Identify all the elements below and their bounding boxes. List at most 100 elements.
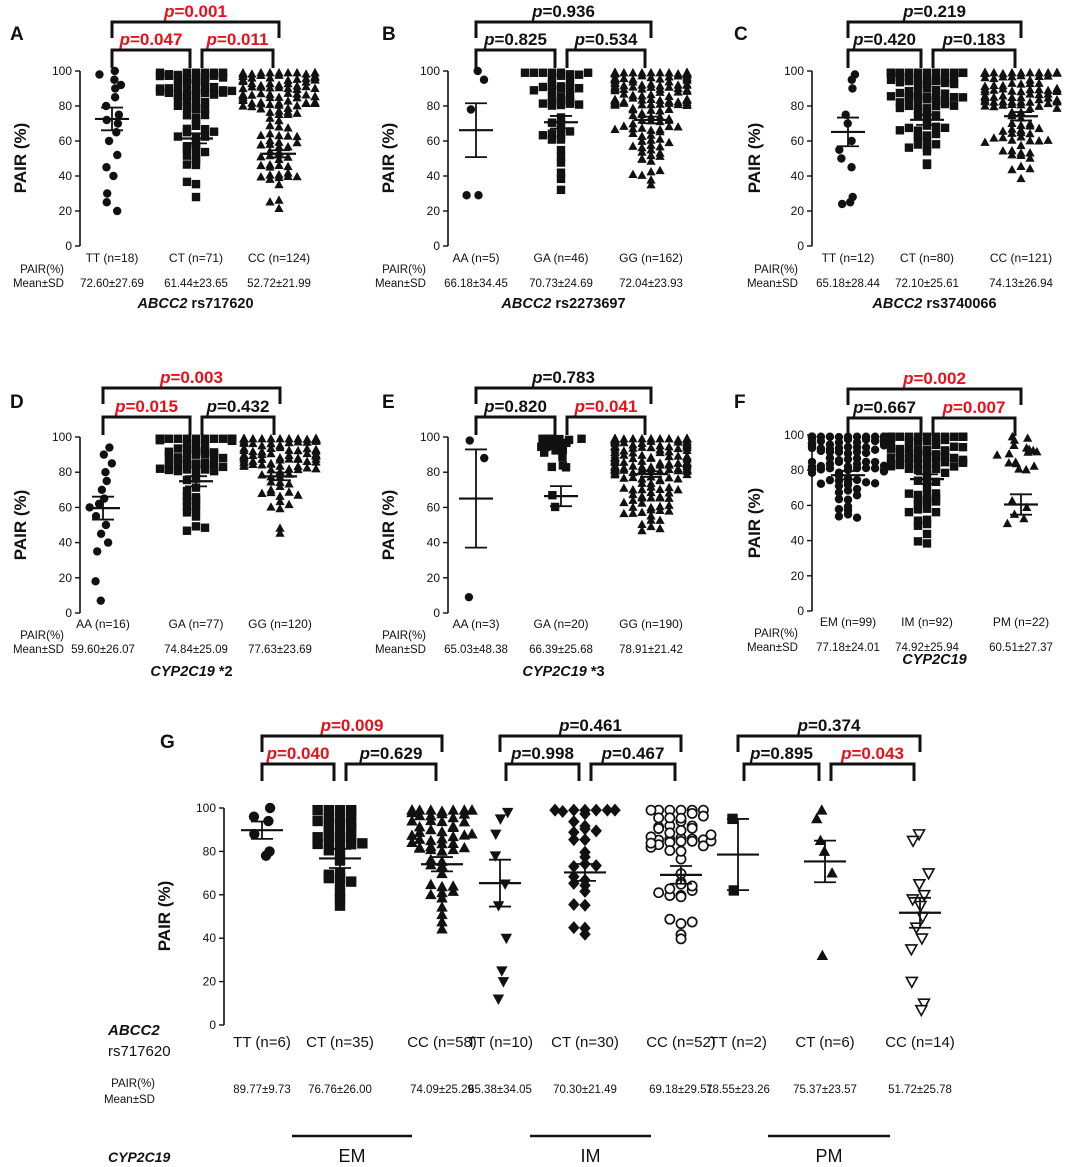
data-point (913, 75, 923, 84)
data-point (619, 437, 629, 447)
data-point (256, 172, 266, 181)
data-point (646, 145, 656, 154)
gene-name: CYP2C19 (150, 664, 214, 680)
data-point (922, 465, 932, 475)
data-point (628, 443, 638, 452)
data-point (989, 67, 999, 77)
data-point (425, 834, 437, 846)
category-label: PM (n=22) (993, 615, 1049, 629)
data-point (556, 158, 566, 167)
data-point (191, 522, 201, 531)
data-point (547, 85, 557, 95)
data-point (825, 440, 835, 449)
data-point (646, 82, 656, 91)
data-point (311, 433, 321, 443)
data-point (574, 100, 584, 109)
data-point (256, 70, 266, 80)
data-point (645, 837, 657, 849)
p-value: =0.783 (542, 368, 594, 387)
data-point (682, 452, 692, 462)
data-point (265, 73, 275, 82)
data-point (843, 449, 853, 458)
y-tick-label: 60 (427, 500, 441, 514)
data-point (686, 822, 698, 834)
data-point (266, 448, 276, 458)
data-point (283, 107, 293, 116)
category-label: TT (n=6) (233, 1034, 291, 1051)
data-point (646, 453, 656, 462)
data-point (1016, 120, 1026, 129)
data-point (274, 92, 284, 101)
data-point (915, 933, 929, 946)
data-point (628, 119, 638, 128)
row-variant-label: rs717620 (108, 1043, 171, 1060)
p-symbol: p (483, 30, 494, 49)
data-point (579, 845, 591, 859)
data-point (637, 70, 647, 80)
data-point (958, 442, 968, 452)
data-point (256, 82, 266, 91)
p-value: =0.629 (370, 744, 422, 763)
data-point (1007, 124, 1017, 133)
data-point (182, 449, 192, 459)
data-point (940, 452, 950, 462)
mean-sd-value: 65.38±34.05 (468, 1084, 532, 1096)
data-point (834, 488, 844, 497)
data-point (673, 99, 683, 109)
data-point (886, 75, 896, 85)
y-tick-label: 20 (59, 571, 73, 585)
data-point (447, 843, 459, 855)
data-point (895, 448, 905, 457)
data-point (182, 486, 192, 496)
data-point (816, 949, 829, 960)
data-point (675, 845, 687, 857)
p-value-label: p=0.667 (852, 398, 916, 417)
data-point (191, 192, 201, 202)
data-point (845, 198, 855, 207)
data-point (91, 577, 100, 586)
data-point (637, 456, 647, 465)
data-point (96, 596, 105, 605)
data-point (861, 435, 871, 444)
data-point (556, 95, 566, 105)
data-point (655, 523, 665, 533)
panel-label: B (382, 24, 396, 45)
data-point (655, 433, 665, 443)
data-point (637, 484, 647, 494)
data-point (209, 466, 219, 476)
data-point (913, 495, 923, 504)
data-point (209, 448, 219, 457)
gene-label: CYP2C19 *3 (522, 664, 604, 680)
data-point (200, 434, 210, 443)
data-point (664, 98, 674, 107)
data-point (479, 75, 489, 84)
data-point (323, 804, 335, 816)
p-value: =0.007 (953, 398, 1005, 417)
data-point (917, 889, 932, 903)
y-tick-label: 20 (59, 204, 73, 218)
data-point (275, 477, 285, 486)
data-point (568, 833, 580, 847)
data-point (913, 500, 923, 509)
data-point (113, 150, 122, 160)
p-symbol: p (749, 744, 760, 763)
panel-label: D (10, 392, 24, 413)
data-point (610, 453, 620, 462)
category-label: EM (n=99) (820, 615, 876, 629)
variant-name: rs2273697 (551, 296, 625, 312)
data-point (239, 433, 249, 443)
data-point (173, 466, 183, 476)
data-point (101, 101, 111, 111)
data-point (579, 927, 591, 941)
data-point (913, 437, 923, 446)
data-point (238, 76, 248, 86)
category-label: GA (n=46) (533, 251, 588, 265)
data-point (182, 124, 192, 134)
data-point (637, 525, 647, 535)
data-point (646, 135, 656, 144)
data-point (1016, 92, 1026, 102)
data-point (227, 86, 237, 96)
data-point (556, 100, 566, 110)
data-point (200, 97, 210, 107)
data-point (248, 433, 258, 443)
